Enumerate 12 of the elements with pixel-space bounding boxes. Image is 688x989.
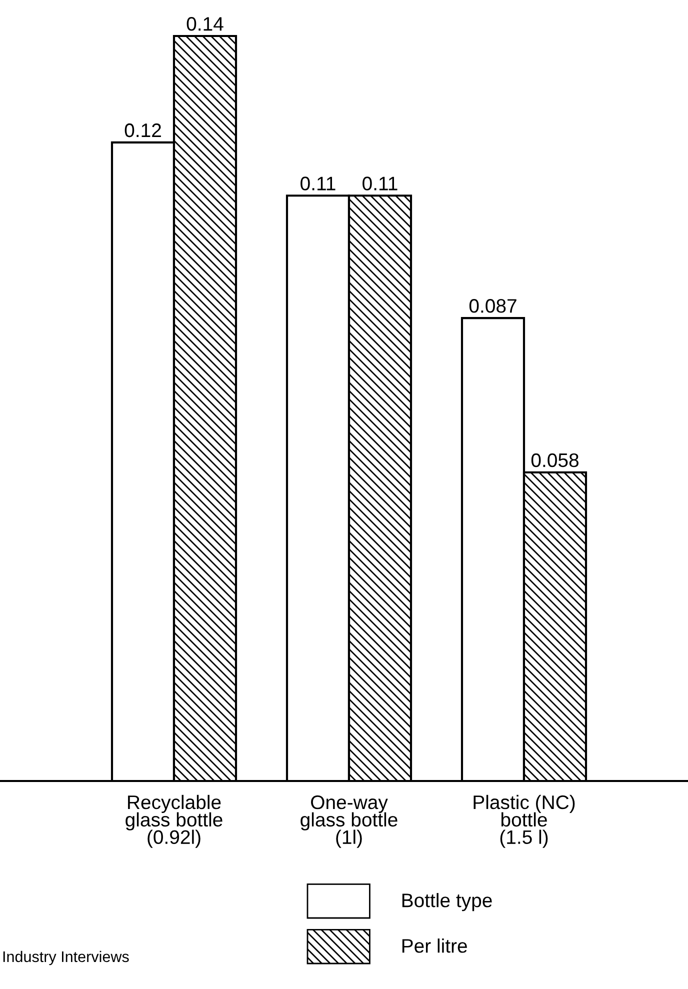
legend-label: Per litre <box>402 938 467 953</box>
x-tick-label: Recyclable glass bottle (0.92l) <box>126 794 222 848</box>
data-label: 0.12 <box>124 123 161 138</box>
x-tick-label: One-way glass bottle (1l) <box>300 795 398 848</box>
data-label: 0.14 <box>186 17 224 31</box>
data-label: 0.087 <box>469 299 516 313</box>
x-tick-label: Plastic (NC) bottle (1.5 l) <box>474 794 575 848</box>
data-label: 0.11 <box>362 176 398 190</box>
legend-label: Bottle type <box>402 893 492 912</box>
text: Industry Interviews <box>3 950 129 966</box>
data-label: 0.11 <box>300 176 336 190</box>
data-label: 0.058 <box>531 453 578 468</box>
